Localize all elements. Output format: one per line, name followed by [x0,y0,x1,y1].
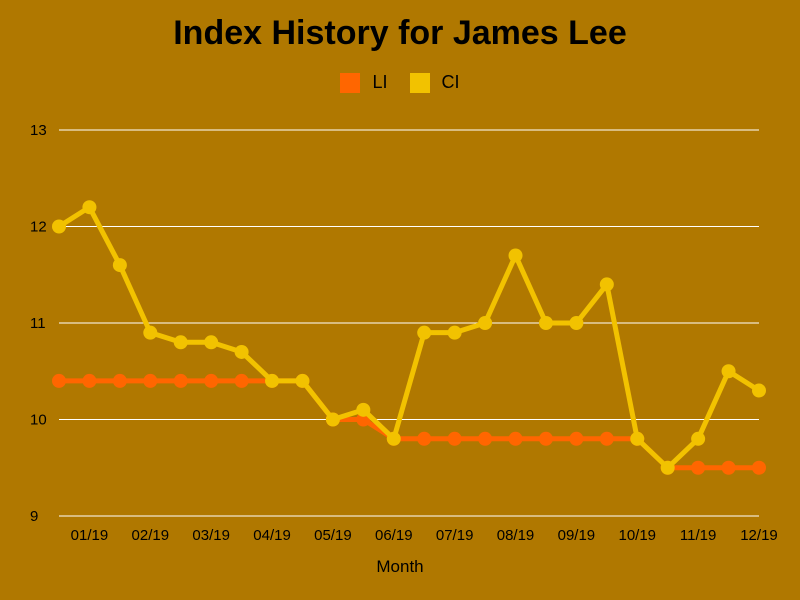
y-axis-ticks: 9 10 11 12 13 [30,122,47,525]
data-point-ci-21[interactable] [691,431,706,446]
x-tick-label-05-19: 05/19 [314,527,352,544]
x-tick-label-11-19: 11/19 [680,527,716,544]
data-point-ci-23[interactable] [752,383,766,398]
data-point-li-21[interactable] [691,460,706,475]
data-point-ci-6[interactable] [234,344,249,359]
data-point-li-15[interactable] [508,431,523,446]
data-point-li-6[interactable] [234,373,249,388]
data-point-li-1[interactable] [82,373,97,388]
x-tick-label-08-19: 08/19 [497,527,535,544]
data-point-ci-10[interactable] [356,402,371,417]
legend: LI CI [0,72,800,93]
data-point-li-5[interactable] [204,373,219,388]
data-point-ci-7[interactable] [265,373,280,388]
legend-label-ci: CI [441,72,460,92]
data-point-ci-12[interactable] [417,325,432,340]
x-tick-label-10-19: 10/19 [618,527,656,544]
data-point-li-18[interactable] [599,431,614,446]
data-point-li-17[interactable] [569,431,584,446]
legend-swatch-ci [409,72,430,93]
x-tick-label-01-19: 01/19 [71,527,109,544]
y-tick-label-11: 11 [30,315,46,332]
data-point-ci-22[interactable] [721,364,736,379]
series-layer [52,200,766,475]
data-point-li-2[interactable] [112,373,127,388]
data-point-ci-15[interactable] [508,248,523,263]
legend-label-li: LI [372,72,388,92]
grid-lines [59,129,759,517]
data-point-ci-19[interactable] [630,431,645,446]
data-point-ci-0[interactable] [52,219,66,234]
data-point-li-12[interactable] [417,431,432,446]
data-point-ci-4[interactable] [173,335,188,350]
x-axis-label: Month [376,557,423,576]
x-tick-label-03-19: 03/19 [192,527,230,544]
y-tick-label-9: 9 [30,508,38,525]
data-point-ci-3[interactable] [143,325,158,340]
series-line-ci [56,204,762,471]
data-point-ci-16[interactable] [538,316,553,330]
data-point-li-22[interactable] [721,460,736,475]
data-point-li-4[interactable] [173,373,188,388]
x-tick-label-04-19: 04/19 [253,527,291,544]
data-point-li-13[interactable] [447,431,462,446]
data-point-ci-13[interactable] [447,325,462,340]
data-point-ci-20[interactable] [660,460,675,475]
chart-title: Index History for James Lee [173,14,627,52]
data-point-ci-14[interactable] [478,316,493,330]
data-point-li-3[interactable] [143,373,158,388]
y-tick-label-10: 10 [30,412,47,429]
data-point-li-23[interactable] [752,460,766,475]
legend-swatch-li [340,72,361,93]
data-point-li-16[interactable] [538,431,553,446]
data-point-ci-2[interactable] [112,258,127,273]
x-tick-label-12-19: 12/19 [740,527,778,544]
series-ci [52,200,766,475]
data-point-li-0[interactable] [52,373,66,388]
data-point-ci-5[interactable] [204,335,219,350]
data-point-ci-17[interactable] [569,316,584,330]
data-point-ci-1[interactable] [82,200,97,215]
data-point-ci-8[interactable] [295,373,310,388]
data-point-ci-9[interactable] [325,412,340,427]
data-point-li-14[interactable] [478,431,493,446]
legend-item-li[interactable]: LI [340,72,388,93]
x-tick-label-02-19: 02/19 [132,527,170,544]
x-tick-label-09-19: 09/19 [558,527,596,544]
y-tick-label-13: 13 [30,122,47,139]
data-point-ci-18[interactable] [599,277,614,292]
legend-item-ci[interactable]: CI [409,72,460,93]
x-axis-ticks: 01/19 02/19 03/19 04/19 05/19 06/19 07/19 08/19… [71,527,778,544]
data-point-ci-11[interactable] [386,431,401,446]
x-tick-label-07-19: 07/19 [436,527,474,544]
x-tick-label-06-19: 06/19 [375,527,413,544]
y-tick-label-12: 12 [30,219,47,236]
